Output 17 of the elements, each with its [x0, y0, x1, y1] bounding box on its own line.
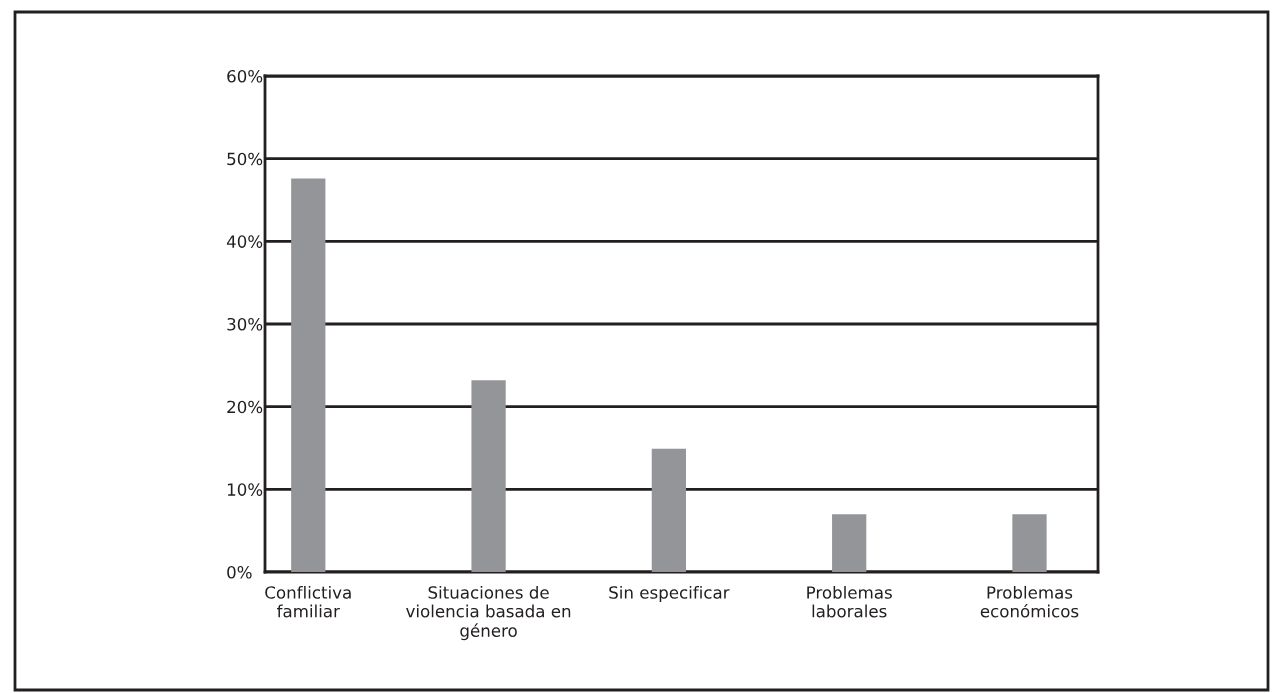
y-tick-label: 40%	[226, 235, 263, 248]
y-tick-label: 0%	[227, 565, 252, 579]
bar	[1012, 514, 1047, 572]
bar	[651, 448, 687, 572]
bar	[471, 380, 506, 572]
x-tick-label: Conflictiva familiar	[265, 585, 351, 618]
y-tick-label: 10%	[227, 483, 263, 496]
x-tick-label: Sin especificar	[609, 585, 730, 603]
y-tick-label: 60%	[227, 69, 263, 83]
x-tick-label: Situaciones de violencia basada en género	[406, 585, 571, 641]
y-tick-label: 50%	[227, 152, 263, 166]
x-tick-label: Problemas laborales	[807, 585, 892, 618]
y-tick-label: 30%	[227, 317, 263, 331]
bar	[291, 178, 326, 572]
bar	[832, 514, 867, 572]
x-tick-label: Problemas económicos	[980, 585, 1079, 618]
y-tick-label: 20%	[227, 400, 263, 414]
